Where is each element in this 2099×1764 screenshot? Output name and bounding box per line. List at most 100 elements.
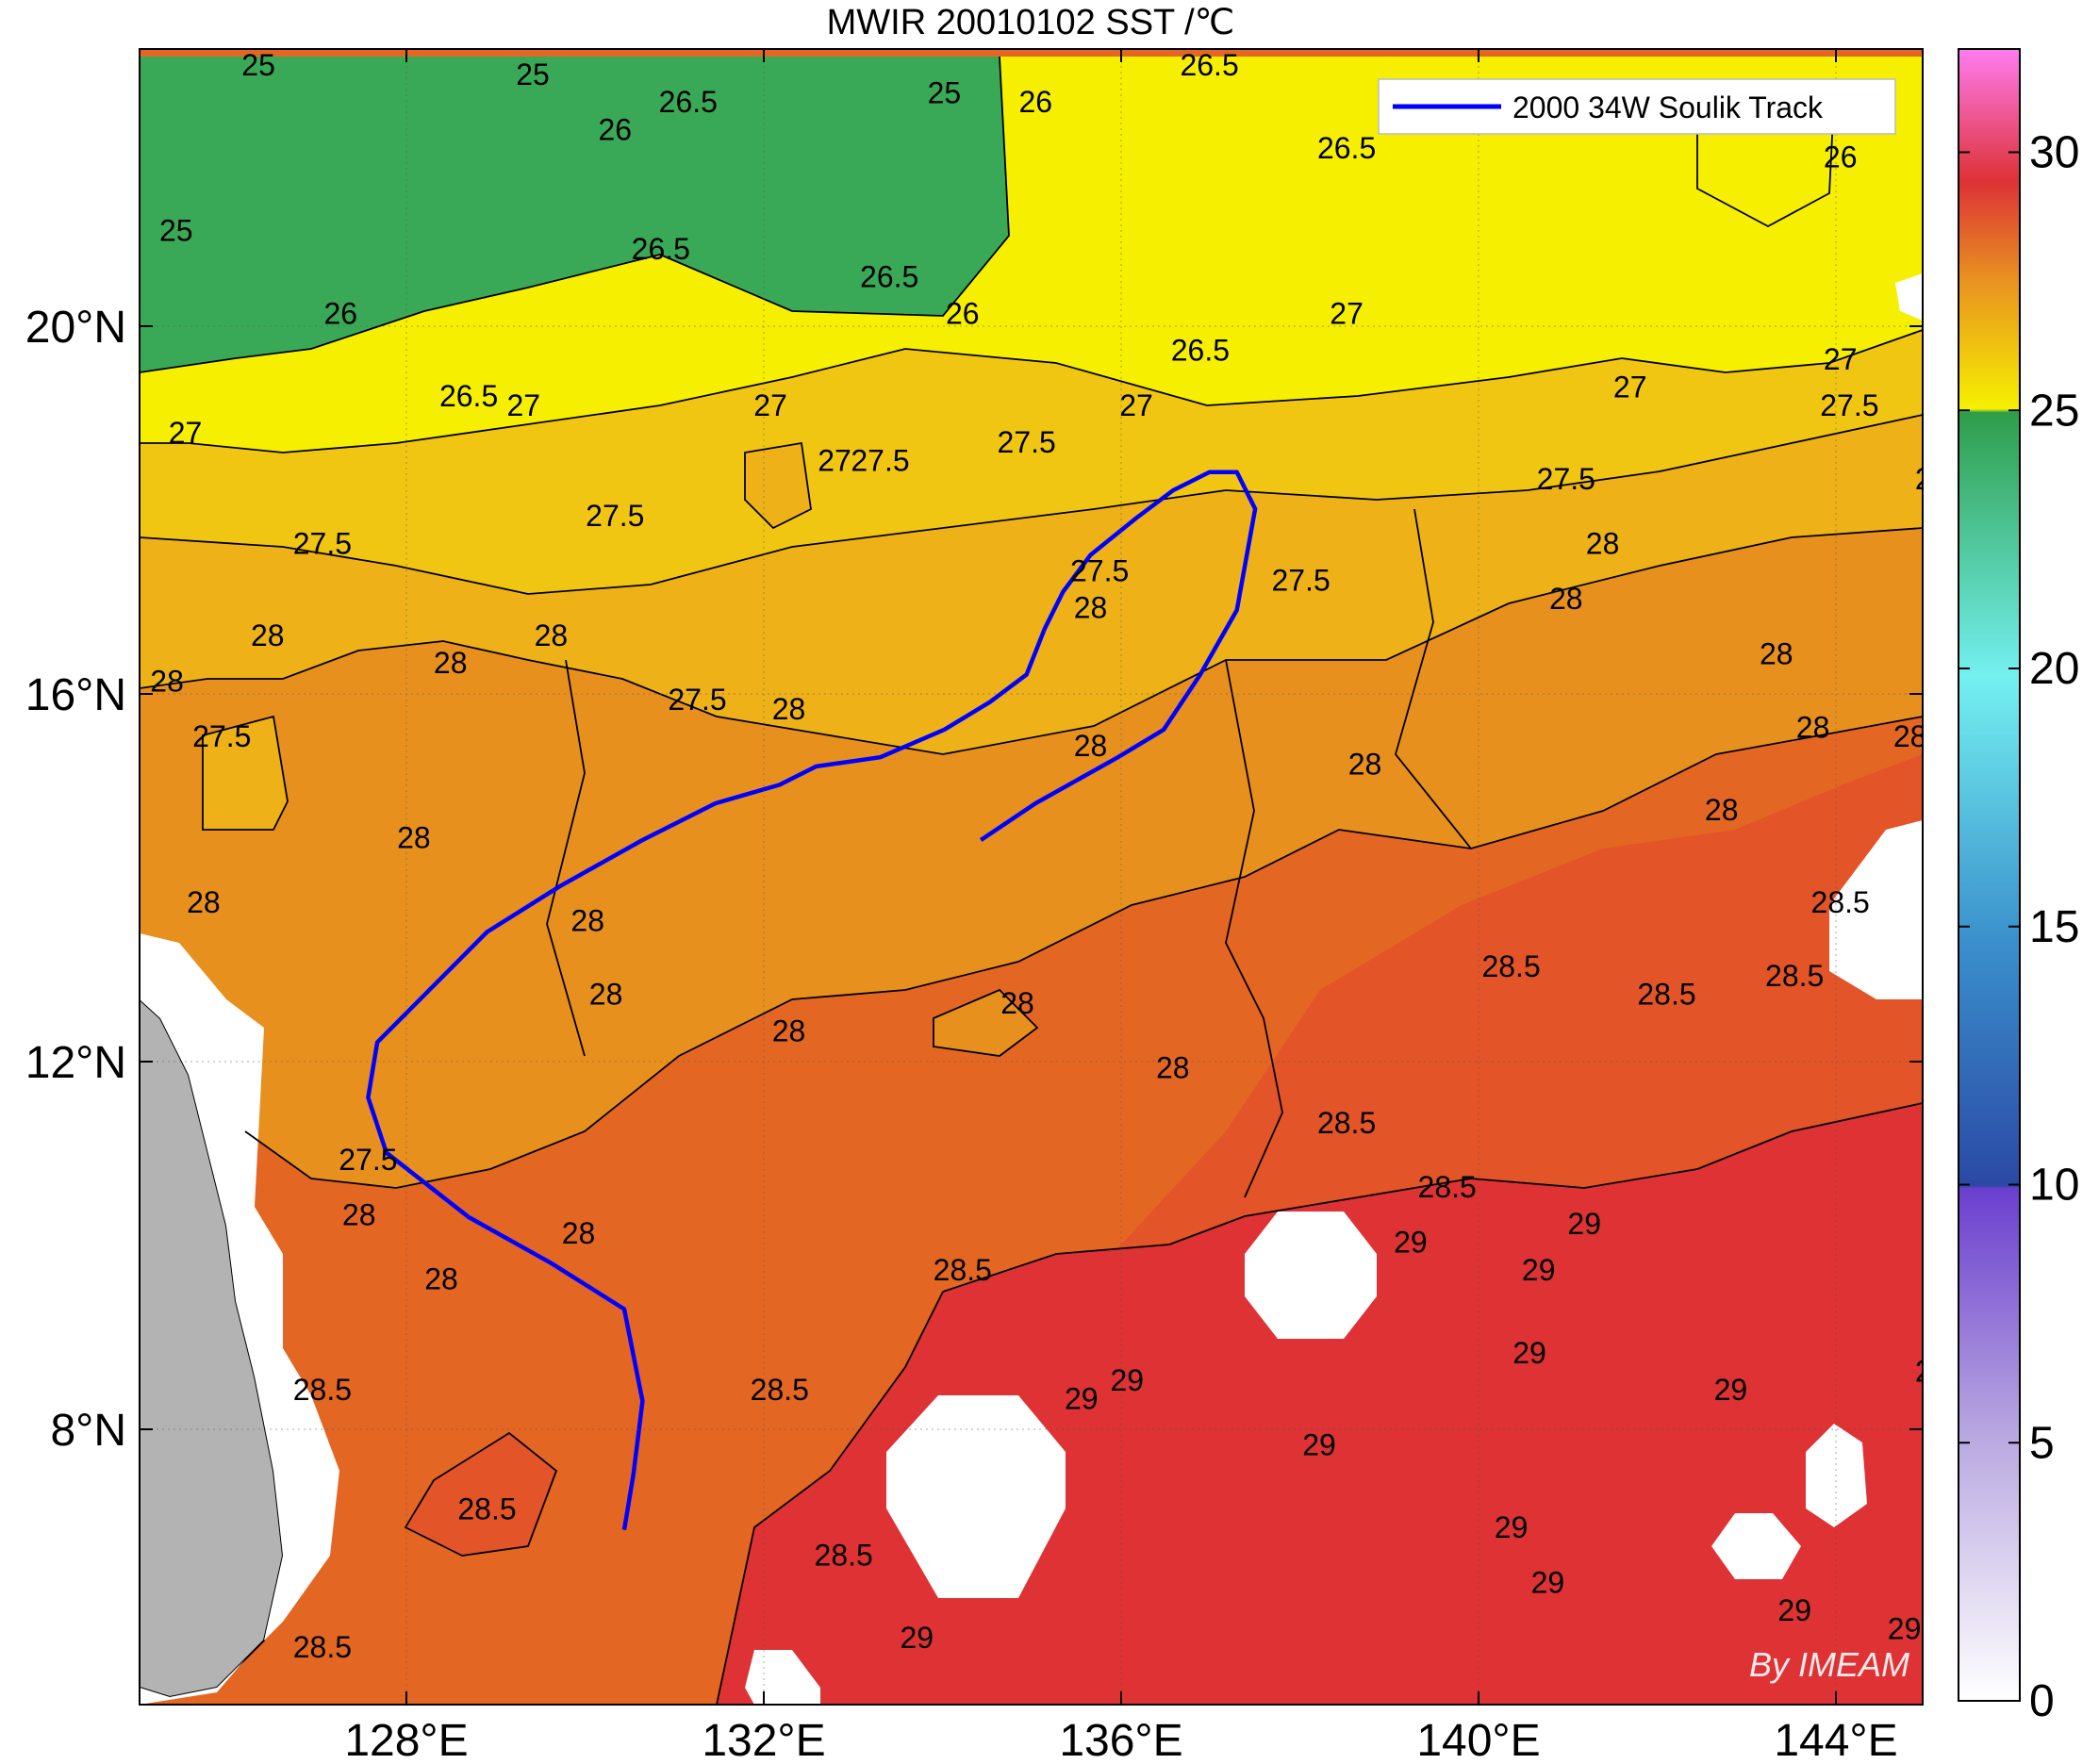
no-data-patch-7 bbox=[1895, 273, 1923, 321]
contour-label: 29 bbox=[1888, 1611, 1922, 1645]
contour-label: 28 bbox=[772, 1014, 806, 1047]
contour-label: 29 bbox=[1111, 1363, 1145, 1397]
colorbar-tick-label: 5 bbox=[2029, 1418, 2055, 1468]
contour-label: 27.5 bbox=[339, 1143, 397, 1177]
contour-label: 28 bbox=[1074, 729, 1108, 763]
contour-label: 27.5 bbox=[1537, 462, 1595, 496]
sst-region-25 bbox=[140, 57, 1009, 372]
contour-label: 26.5 bbox=[1317, 131, 1376, 165]
contour-label: 27 bbox=[753, 388, 787, 422]
legend-label: 2000 34W Soulik Track bbox=[1512, 91, 1824, 124]
contour-label: 26 bbox=[1019, 85, 1053, 119]
colorbar-tick-label: 30 bbox=[2029, 128, 2079, 178]
contour-label: 28.5 bbox=[815, 1538, 873, 1572]
contour-label: 28 bbox=[535, 618, 569, 652]
contour-label: 29 bbox=[1065, 1382, 1099, 1416]
contour-label: 28 bbox=[1156, 1050, 1190, 1084]
contour-label: 28.5 bbox=[1317, 1106, 1376, 1140]
contour-label: 28.5 bbox=[1637, 977, 1695, 1011]
contour-label: 28.5 bbox=[1811, 885, 1870, 919]
y-tick-label: 8°N bbox=[50, 1406, 126, 1456]
y-tick-label: 16°N bbox=[25, 670, 126, 720]
contour-label: 27.5 bbox=[998, 425, 1056, 459]
sst-pocket-28-5-west bbox=[405, 1433, 556, 1556]
contour-label: 29 bbox=[1394, 1226, 1428, 1260]
contour-label: 28 bbox=[424, 1262, 458, 1296]
contour-label: 29 bbox=[1777, 1593, 1811, 1627]
contour-label: 28.5 bbox=[1765, 959, 1824, 993]
sst-region-28 bbox=[140, 528, 1923, 1188]
no-data-patch-4 bbox=[1711, 1513, 1801, 1579]
contour-label: 27.5 bbox=[851, 443, 909, 477]
contour-label: 26.5 bbox=[659, 85, 718, 119]
contour-label: 28.5 bbox=[934, 1253, 992, 1287]
contour-label: 27.5 bbox=[586, 499, 644, 533]
contour-label: 29 bbox=[1495, 1510, 1529, 1544]
y-axis-labels: 20°N 16°N 12°N 8°N bbox=[25, 303, 126, 1456]
x-tick-label: 140°E bbox=[1416, 1716, 1540, 1764]
sst-pocket-27-5-north bbox=[745, 443, 811, 528]
contour-labels: 25 25 25 25 26 26 26 26 26 26.5 26.5 26.5 26.5 26.5 26… bbox=[150, 49, 1949, 1664]
contour-label: 27 bbox=[1613, 370, 1647, 404]
contour-label: 25 bbox=[928, 75, 962, 109]
contour-label: 27.5 bbox=[668, 683, 726, 717]
x-tick-label: 132°E bbox=[702, 1716, 825, 1764]
contour-label: 29 bbox=[901, 1621, 934, 1655]
sst-region-27-5 bbox=[140, 415, 1923, 754]
contour-label: 25 bbox=[159, 214, 193, 248]
contour-label: 29 bbox=[1512, 1336, 1546, 1370]
watermark: By IMEAM bbox=[1749, 1645, 1909, 1684]
contour-label: 26 bbox=[946, 296, 980, 330]
colorbar-tick-label: 20 bbox=[2029, 644, 2079, 694]
contour-label: 28.5 bbox=[457, 1492, 516, 1526]
map-panel: 25 25 25 25 26 26 26 26 26 26.5 26.5 26.5 26.5 26.5 26… bbox=[140, 49, 1949, 1705]
legend: 2000 34W Soulik Track bbox=[1378, 78, 1896, 135]
sst-region-26-5 bbox=[140, 57, 1923, 453]
y-tick-label: 20°N bbox=[25, 303, 126, 353]
contour-label: 26 bbox=[599, 112, 633, 146]
sst-pocket-28-south bbox=[934, 990, 1037, 1056]
contour-label: 28 bbox=[1586, 526, 1620, 560]
contour-label: 28 bbox=[150, 665, 184, 699]
contour-label: 28 bbox=[251, 618, 285, 652]
contour-label: 28 bbox=[589, 977, 623, 1011]
contour-label: 28.5 bbox=[1481, 949, 1540, 983]
contour-label: 28 bbox=[1915, 462, 1949, 496]
contour-lines bbox=[140, 56, 1923, 1705]
contour-label: 28.5 bbox=[293, 1373, 352, 1407]
contour-label: 29 bbox=[1915, 1354, 1949, 1388]
colorbar-ticks: 0 5 10 15 20 25 30 bbox=[1959, 128, 2079, 1726]
sst-region-27 bbox=[140, 330, 1923, 594]
contour-label: 26 bbox=[324, 296, 358, 330]
contour-label: 28 bbox=[1705, 793, 1739, 827]
contour-label: 27.5 bbox=[293, 526, 352, 560]
contour-label: 28 bbox=[562, 1216, 596, 1250]
contour-label: 28.5 bbox=[751, 1373, 809, 1407]
colorbar-tick-label: 10 bbox=[2029, 1161, 2079, 1211]
colorbar-tick-label: 15 bbox=[2029, 902, 2079, 952]
contour-label: 27.5 bbox=[192, 719, 251, 753]
contour-label: 27.5 bbox=[1820, 388, 1878, 422]
contour-label: 29 bbox=[1567, 1207, 1601, 1241]
colorbar-scale bbox=[1958, 48, 2021, 1702]
y-tick-label: 12°N bbox=[25, 1038, 126, 1088]
sst-pocket-27-5-west bbox=[203, 717, 288, 830]
contour-label: 28 bbox=[1074, 591, 1108, 625]
contour-label: 27 bbox=[1330, 296, 1364, 330]
no-data-patch-6 bbox=[1829, 820, 1923, 999]
contour-label: 28 bbox=[1796, 710, 1830, 744]
no-data-west-coast bbox=[140, 933, 339, 1705]
contour-label: 26.5 bbox=[632, 232, 690, 266]
contour-label: 28 bbox=[342, 1197, 376, 1231]
grid-lines bbox=[140, 49, 1923, 1705]
contour-label: 29 bbox=[1302, 1427, 1336, 1461]
x-tick-label: 128°E bbox=[344, 1716, 468, 1764]
contour-label: 29 bbox=[1714, 1373, 1748, 1407]
contour-label: 28 bbox=[772, 692, 806, 726]
contour-label: 28 bbox=[1000, 986, 1034, 1020]
contour-label: 28.5 bbox=[1418, 1170, 1477, 1204]
contour-label: 26.5 bbox=[860, 259, 918, 293]
contour-label: 28 bbox=[570, 903, 604, 937]
contour-label: 28 bbox=[1348, 747, 1382, 781]
